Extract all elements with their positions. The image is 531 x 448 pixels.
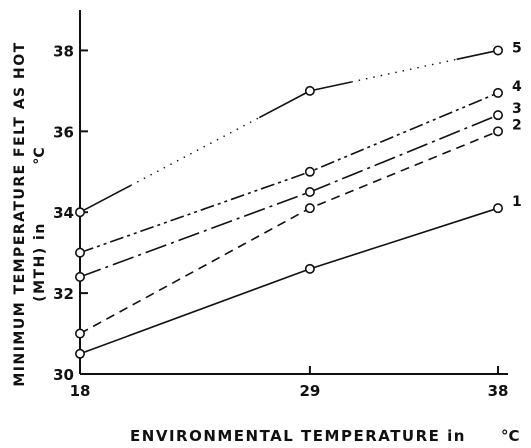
series-label-1: 1: [512, 194, 522, 210]
y-axis-label-line2: (MTH) in: [32, 222, 48, 302]
series-4-point-18: [75, 247, 86, 258]
series-2-line: [79, 130, 499, 335]
series-1-point-29: [304, 263, 315, 274]
series-2-point-18: [75, 328, 86, 339]
series-5-line-seg: [456, 49, 499, 61]
y-tick-label-36: 36: [53, 123, 74, 141]
series-5-point-29: [304, 85, 315, 96]
series-label-2: 2: [512, 117, 522, 133]
series-label-5: 5: [512, 40, 522, 56]
x-tick-label-29: 29: [299, 382, 320, 400]
y-tick-label-32: 32: [53, 285, 74, 303]
x-tick-label-38: 38: [488, 382, 509, 400]
series-3-point-38: [492, 110, 503, 121]
series-4-point-29: [304, 166, 315, 177]
series-5-line-seg: [79, 184, 131, 213]
y-tick-label-38: 38: [53, 42, 74, 60]
series-1-point-38: [492, 203, 503, 214]
axes: [79, 10, 508, 375]
series-5-point-38: [492, 45, 503, 56]
series-2-point-38: [492, 126, 503, 137]
series-lines: [79, 49, 499, 355]
y-tick-label-34: 34: [53, 204, 74, 222]
series-5-line-seg: [258, 90, 311, 119]
series-label-3: 3: [512, 101, 522, 117]
series-5-point-18: [75, 207, 86, 218]
x-axis-label: ENVIRONMENTAL TEMPERATURE in: [130, 427, 466, 445]
axis-ticks: 30 32 34 36 38 18 29 38: [53, 42, 508, 400]
series-5-line-seg: [130, 116, 260, 187]
series-3-point-18: [75, 271, 86, 282]
series-4-point-38: [492, 87, 503, 98]
x-axis-unit: °C: [501, 427, 520, 445]
x-tick-label-18: 18: [70, 382, 91, 400]
data-points: [75, 45, 503, 359]
series-1-point-18: [75, 348, 86, 359]
series-label-4: 4: [512, 79, 522, 95]
series-2-point-29: [304, 203, 315, 214]
y-axis-label-line1: MINIMUM TEMPERATURE FELT AS HOT: [12, 41, 28, 386]
series-3-line: [79, 114, 499, 278]
y-tick-label-30: 30: [53, 366, 74, 384]
series-3-point-29: [304, 187, 315, 198]
y-axis-unit: °C: [32, 147, 48, 164]
series-5-line-seg: [309, 81, 352, 92]
series-5-line-seg: [351, 58, 457, 83]
